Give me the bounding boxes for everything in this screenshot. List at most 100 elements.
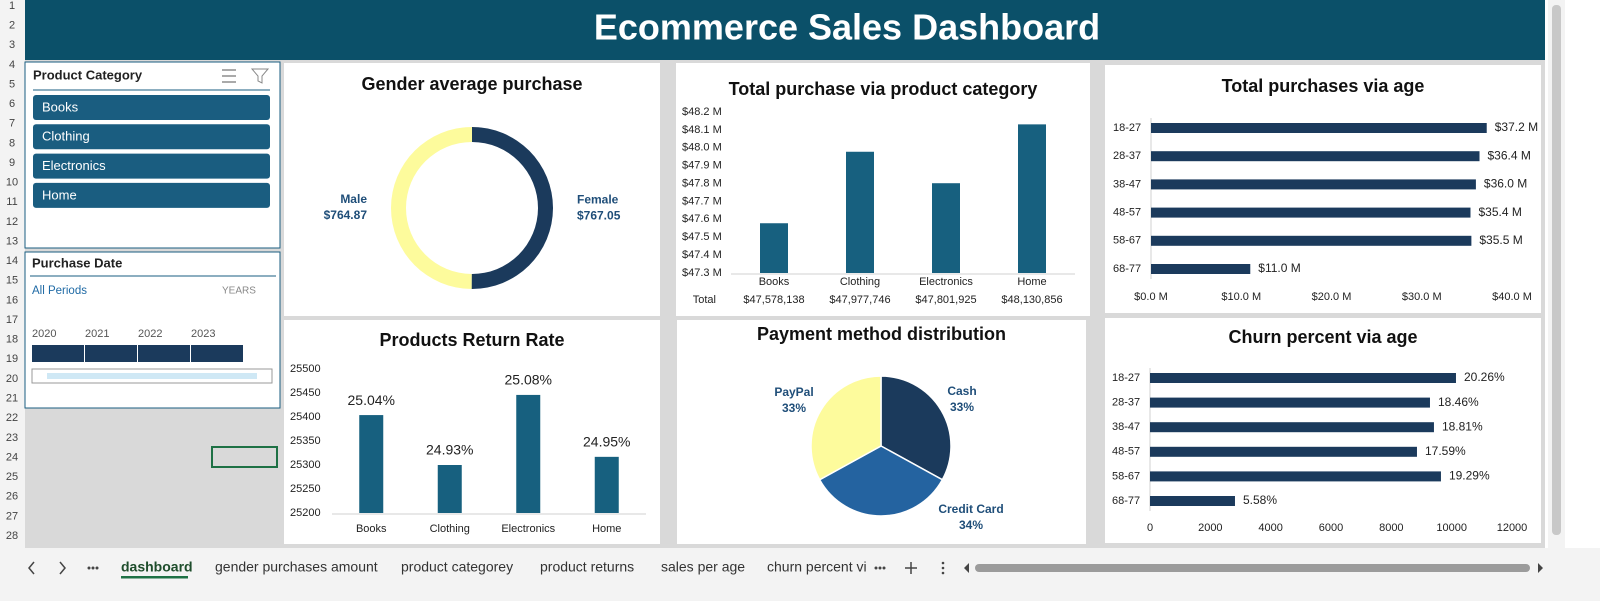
row-number: 22 bbox=[6, 412, 18, 424]
timeline-block[interactable] bbox=[85, 345, 137, 362]
x-tick-label: 2000 bbox=[1198, 522, 1222, 534]
table-value: $47,578,138 bbox=[743, 294, 804, 306]
pie-slice bbox=[810, 375, 882, 481]
slicer-item[interactable] bbox=[33, 124, 270, 150]
x-tick-label: Books bbox=[356, 523, 387, 535]
table-value: $47,977,746 bbox=[829, 294, 890, 306]
bar-label: $35.5 M bbox=[1479, 233, 1522, 247]
y-tick-label: 58-67 bbox=[1113, 235, 1141, 247]
sheet-tab[interactable]: product returns bbox=[540, 559, 634, 575]
sheet-tab[interactable]: gender purchases amount bbox=[215, 559, 378, 575]
bar bbox=[594, 456, 619, 513]
bar bbox=[1150, 446, 1417, 457]
x-tick-label: $30.0 M bbox=[1402, 291, 1442, 303]
row-number: 24 bbox=[6, 451, 18, 463]
x-tick-label: $0.0 M bbox=[1134, 291, 1168, 303]
tab-more[interactable] bbox=[87, 566, 99, 570]
pie-value: 34% bbox=[959, 518, 983, 532]
bar bbox=[437, 465, 462, 513]
horizontal-scroll-thumb[interactable] bbox=[975, 564, 1530, 572]
clear-filter-icon[interactable] bbox=[250, 68, 270, 84]
bar bbox=[1150, 397, 1430, 408]
x-tick-label: $20.0 M bbox=[1312, 291, 1352, 303]
row-number: 14 bbox=[6, 255, 18, 267]
slicer-item[interactable] bbox=[33, 153, 270, 179]
y-tick-label: 25250 bbox=[290, 483, 321, 495]
bar-label: 5.58% bbox=[1243, 493, 1277, 507]
row-number: 2 bbox=[9, 20, 15, 32]
timeline-year: 2023 bbox=[191, 328, 215, 340]
timeline-block[interactable] bbox=[32, 345, 84, 362]
bar-label: $36.4 M bbox=[1488, 148, 1531, 162]
slicer-item[interactable] bbox=[33, 182, 270, 208]
multiselect-icon[interactable] bbox=[222, 69, 236, 83]
table-label: Total bbox=[693, 294, 716, 306]
sheet-tab[interactable]: product categorey bbox=[401, 559, 513, 575]
row-number: 5 bbox=[9, 78, 15, 90]
y-tick-label: 48-57 bbox=[1112, 446, 1140, 458]
bar bbox=[846, 151, 874, 273]
y-tick-label: 28-37 bbox=[1113, 150, 1141, 162]
y-tick-label: 18-27 bbox=[1113, 122, 1141, 134]
slicer-item-label[interactable]: Books bbox=[42, 99, 79, 114]
y-tick-label: 25350 bbox=[290, 435, 321, 447]
chart-title: Payment method distribution bbox=[757, 324, 1006, 344]
row-number: 13 bbox=[6, 235, 18, 247]
timeline-block[interactable] bbox=[191, 345, 243, 362]
row-number: 7 bbox=[9, 118, 15, 130]
scroll-thumb[interactable] bbox=[1552, 5, 1561, 535]
sheet-tab[interactable]: dashboard bbox=[121, 559, 193, 575]
chart-panel bbox=[284, 63, 660, 316]
x-tick-label: Home bbox=[592, 523, 621, 535]
x-tick-label: Books bbox=[759, 276, 790, 288]
table-value: $48,130,856 bbox=[1001, 294, 1062, 306]
row-number: 18 bbox=[6, 334, 18, 346]
bar-label: $11.0 M bbox=[1258, 261, 1300, 275]
slicer-item-label[interactable]: Clothing bbox=[42, 129, 90, 144]
x-tick-label: 12000 bbox=[1497, 522, 1528, 534]
y-tick-label: $48.0 M bbox=[682, 142, 722, 154]
sheet-tab[interactable]: churn percent vi bbox=[767, 559, 867, 575]
selected-cell[interactable] bbox=[211, 446, 278, 468]
slicer-item-label[interactable]: Home bbox=[42, 187, 77, 202]
y-tick-label: $47.9 M bbox=[682, 160, 722, 172]
sheet-menu[interactable] bbox=[941, 561, 945, 575]
bar-label: 25.04% bbox=[348, 392, 395, 408]
bar-label: 19.29% bbox=[1449, 469, 1490, 483]
timeline-period: All Periods bbox=[32, 285, 87, 297]
row-number: 28 bbox=[6, 530, 18, 542]
row-number: 26 bbox=[6, 491, 18, 503]
y-tick-label: 25500 bbox=[290, 363, 321, 375]
row-number: 3 bbox=[9, 39, 15, 51]
bar-label: $37.2 M bbox=[1495, 120, 1538, 134]
y-tick-label: $47.5 M bbox=[682, 231, 722, 243]
row-number: 1 bbox=[9, 0, 15, 12]
bar bbox=[359, 415, 384, 513]
y-tick-label: 18-27 bbox=[1112, 372, 1140, 384]
x-tick-label: $10.0 M bbox=[1221, 291, 1261, 303]
row-number: 19 bbox=[6, 353, 18, 365]
tab-nav-arrows[interactable] bbox=[28, 561, 66, 575]
timeline-block[interactable] bbox=[138, 345, 190, 362]
bar bbox=[760, 223, 788, 273]
row-number: 4 bbox=[9, 59, 15, 71]
sheet-tab[interactable]: sales per age bbox=[661, 559, 745, 575]
tab-overflow[interactable] bbox=[874, 566, 886, 570]
x-tick-label: 10000 bbox=[1436, 522, 1467, 534]
bar-label: 24.93% bbox=[426, 442, 473, 458]
add-sheet[interactable] bbox=[905, 562, 917, 574]
pie-value: 33% bbox=[950, 400, 974, 414]
timeline-level[interactable]: YEARS bbox=[222, 286, 256, 297]
pie-slice bbox=[880, 375, 952, 481]
bar bbox=[1150, 422, 1434, 433]
bar-label: 18.46% bbox=[1438, 395, 1479, 409]
y-tick-label: 68-77 bbox=[1112, 495, 1140, 507]
pie-label: PayPal bbox=[774, 385, 813, 399]
y-tick-label: $48.2 M bbox=[682, 106, 722, 118]
slicer-item[interactable] bbox=[33, 95, 270, 120]
x-tick-label: Electronics bbox=[919, 276, 973, 288]
timeline-scroll-thumb[interactable] bbox=[47, 373, 257, 379]
row-number: 21 bbox=[6, 393, 18, 405]
chart-title: Total purchase via product category bbox=[729, 79, 1038, 99]
slicer-item-label[interactable]: Electronics bbox=[42, 158, 106, 173]
